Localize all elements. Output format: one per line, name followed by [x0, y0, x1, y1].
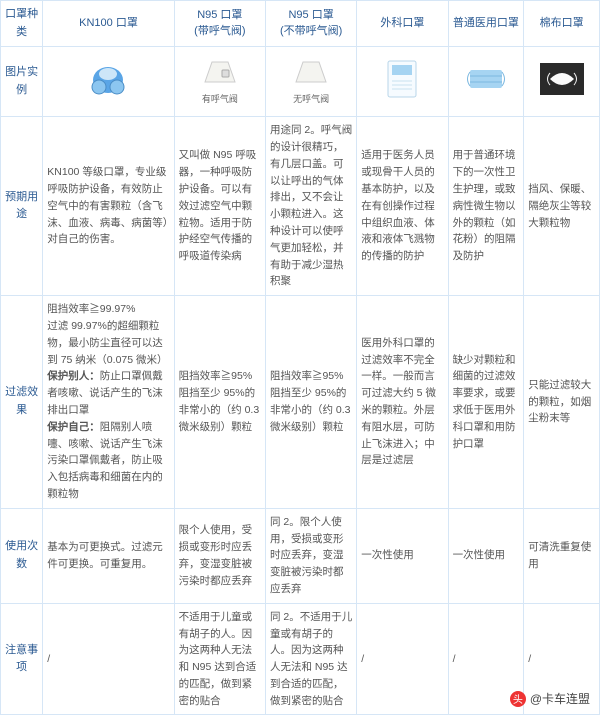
count-5: 可清洗重复使用	[524, 508, 600, 603]
caption-noval: 无呼气阀	[293, 92, 329, 106]
image-row: 图片实例 有呼气阀	[1, 47, 600, 117]
notes-3: /	[357, 603, 448, 715]
filter-5: 只能过滤较大的颗粒，如烟尘粉末等	[524, 296, 600, 509]
count-4: 一次性使用	[448, 508, 524, 603]
img-kn100	[43, 47, 174, 117]
rowhdr-filter: 过滤效果	[1, 296, 43, 509]
surgical-box-icon	[382, 57, 422, 101]
n95-valve-icon	[200, 56, 240, 90]
col-surgical: 外科口罩	[357, 1, 448, 47]
col-n95-plain: N95 口罩(不带呼气阀)	[265, 1, 356, 47]
notes-1: 不适用于儿童或有胡子的人。因为这两种人无法和 N95 达到合适的匹配，做到紧密的…	[174, 603, 265, 715]
img-n95-valve: 有呼气阀	[174, 47, 265, 117]
row-expected-use: 预期用途 KN100 等级口罩，专业级呼吸防护设备，有效防止空气中的有害颗粒（含…	[1, 117, 600, 296]
col-cotton: 棉布口罩	[524, 1, 600, 47]
filter-3: 医用外科口罩的过滤效率不完全一样。一般而言可过滤大约 5 微米的颗粒。外层有阻水…	[357, 296, 448, 509]
watermark: 头 @卡车连盟	[510, 690, 590, 707]
use-4: 用于普通环境下的一次性卫生护理，或致病性微生物以外的颗粒（如花粉）的阻隔及防护	[448, 117, 524, 296]
filter-2: 阻挡效率≧95%阻挡至少 95%的非常小的（约 0.3 微米级别）颗粒	[265, 296, 356, 509]
img-surgical	[357, 47, 448, 117]
filter-1: 阻挡效率≧95%阻挡至少 95%的非常小的（约 0.3 微米级别）颗粒	[174, 296, 265, 509]
col-kn100: KN100 口罩	[43, 1, 174, 47]
watermark-label: @卡车连盟	[530, 690, 590, 707]
mask-comparison-table: 口罩种类 KN100 口罩 N95 口罩(带呼气阀) N95 口罩(不带呼气阀)…	[0, 0, 600, 715]
header-row: 口罩种类 KN100 口罩 N95 口罩(带呼气阀) N95 口罩(不带呼气阀)…	[1, 1, 600, 47]
count-3: 一次性使用	[357, 508, 448, 603]
count-1: 限个人使用，受损或变形时应丢弃，变湿变脏被污染时都应丢弃	[174, 508, 265, 603]
col-n95-valve: N95 口罩(带呼气阀)	[174, 1, 265, 47]
rowhdr-count: 使用次数	[1, 508, 43, 603]
use-1: 又叫做 N95 呼吸器，一种呼吸防护设备。可以有效过滤空气中颗粒物。适用于防护经…	[174, 117, 265, 296]
use-0: KN100 等级口罩，专业级呼吸防护设备，有效防止空气中的有害颗粒（含飞沫、血液…	[43, 117, 174, 296]
corner-header: 口罩种类	[1, 1, 43, 47]
rowhdr-notes: 注意事项	[1, 603, 43, 715]
img-cotton	[524, 47, 600, 117]
notes-0: /	[43, 603, 174, 715]
col-medical: 普通医用口罩	[448, 1, 524, 47]
flat-mask-icon	[464, 64, 508, 94]
count-2: 同 2。限个人使用，受损或变形时应丢弃，变湿变脏被污染时都应丢弃	[265, 508, 356, 603]
use-3: 适用于医务人员或现骨干人员的基本防护，以及在有创操作过程中组织血液、体液和液体飞…	[357, 117, 448, 296]
notes-2: 同 2。不适用于儿童或有胡子的人。因为这两种人无法和 N95 达到合适的匹配，做…	[265, 603, 356, 715]
row-use-count: 使用次数 基本为可更换式。过滤元件可更换。可重复用。 限个人使用，受损或变形时应…	[1, 508, 600, 603]
count-0: 基本为可更换式。过滤元件可更换。可重复用。	[43, 508, 174, 603]
watermark-icon: 头	[510, 691, 526, 707]
n95-plain-icon	[291, 56, 331, 90]
respirator-icon	[85, 62, 131, 102]
row-filter: 过滤效果 阻挡效率≧99.97%过滤 99.97%的超细颗粒物，最小防尘直径可以…	[1, 296, 600, 509]
caption-valve: 有呼气阀	[202, 92, 238, 106]
filter-4: 缺少对颗粒和细菌的过滤效率要求，或要求低于医用外科口罩和用防护口罩	[448, 296, 524, 509]
img-medical	[448, 47, 524, 117]
rowhdr-use: 预期用途	[1, 117, 43, 296]
filter-0: 阻挡效率≧99.97%过滤 99.97%的超细颗粒物，最小防尘直径可以达到 75…	[43, 296, 174, 509]
use-2: 用途同 2。呼气阀的设计很精巧，有几层口盖。可以让呼出的气体排出，又不会让小颗粒…	[265, 117, 356, 296]
rowhdr-image: 图片实例	[1, 47, 43, 117]
img-n95-plain: 无呼气阀	[265, 47, 356, 117]
cotton-mask-icon	[540, 63, 584, 95]
use-5: 挡风、保暖、隔绝灰尘等较大颗粒物	[524, 117, 600, 296]
